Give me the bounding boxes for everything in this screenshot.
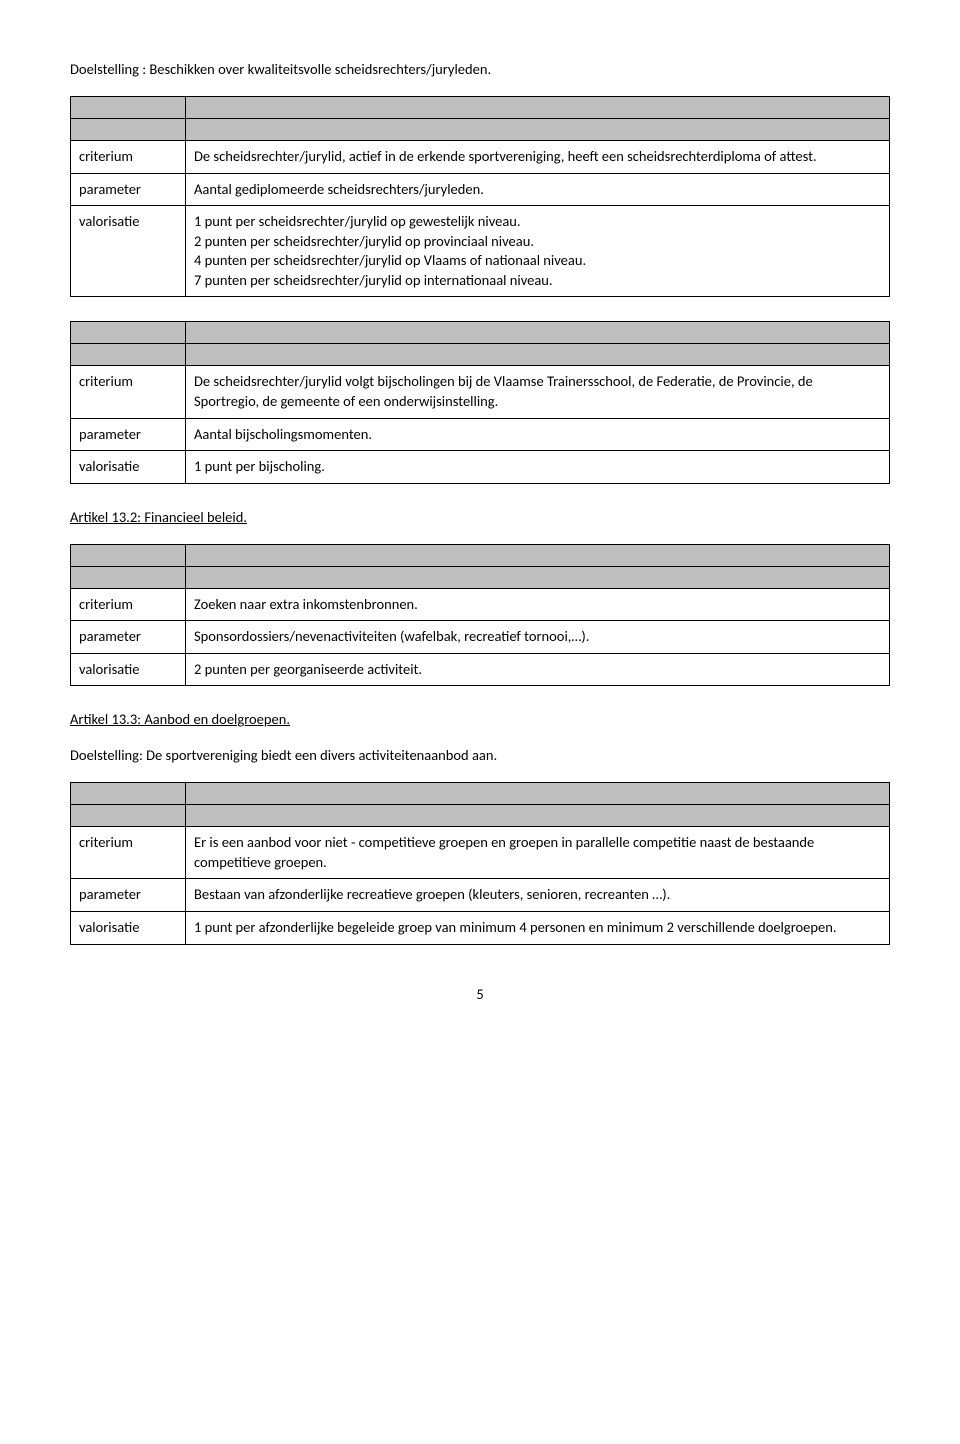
table-row: valorisatie 1 punt per bijscholing. bbox=[71, 451, 890, 484]
table-header-row bbox=[71, 805, 890, 827]
criterium-label: criterium bbox=[71, 588, 186, 621]
table-row: criterium Zoeken naar extra inkomstenbro… bbox=[71, 588, 890, 621]
criterium-label: criterium bbox=[71, 366, 186, 418]
parameter-label: parameter bbox=[71, 418, 186, 451]
valorisatie-line: 1 punt per scheidsrechter/jurylid op gew… bbox=[194, 212, 881, 232]
criteria-table-3: criterium Zoeken naar extra inkomstenbro… bbox=[70, 544, 890, 687]
table-header-row bbox=[71, 566, 890, 588]
valorisatie-text: 2 punten per georganiseerde activiteit. bbox=[186, 653, 890, 686]
criterium-label: criterium bbox=[71, 827, 186, 879]
table-row: valorisatie 1 punt per scheidsrechter/ju… bbox=[71, 206, 890, 297]
table-header-row bbox=[71, 783, 890, 805]
criteria-table-2: criterium De scheidsrechter/jurylid volg… bbox=[70, 321, 890, 483]
criterium-text: De scheidsrechter/jurylid, actief in de … bbox=[186, 141, 890, 174]
parameter-label: parameter bbox=[71, 173, 186, 206]
criterium-text: Er is een aanbod voor niet - competitiev… bbox=[186, 827, 890, 879]
doelstelling-heading-2: Doelstelling: De sportvereniging biedt e… bbox=[70, 746, 890, 764]
parameter-text: Sponsordossiers/nevenactiviteiten (wafel… bbox=[186, 621, 890, 654]
criterium-label: criterium bbox=[71, 141, 186, 174]
valorisatie-label: valorisatie bbox=[71, 912, 186, 945]
valorisatie-line: 2 punten per scheidsrechter/jurylid op p… bbox=[194, 232, 881, 252]
criterium-text: Zoeken naar extra inkomstenbronnen. bbox=[186, 588, 890, 621]
table-header-row bbox=[71, 344, 890, 366]
criteria-table-4: criterium Er is een aanbod voor niet - c… bbox=[70, 782, 890, 944]
criteria-table-1: criterium De scheidsrechter/jurylid, act… bbox=[70, 96, 890, 297]
valorisatie-text: 1 punt per afzonderlijke begeleide groep… bbox=[186, 912, 890, 945]
artikel-heading-13-3: Artikel 13.3: Aanbod en doelgroepen. bbox=[70, 710, 890, 728]
table-row: parameter Aantal gediplomeerde scheidsre… bbox=[71, 173, 890, 206]
valorisatie-label: valorisatie bbox=[71, 653, 186, 686]
valorisatie-line: 4 punten per scheidsrechter/jurylid op V… bbox=[194, 251, 881, 271]
doelstelling-heading-1: Doelstelling : Beschikken over kwaliteit… bbox=[70, 60, 890, 78]
valorisatie-text: 1 punt per scheidsrechter/jurylid op gew… bbox=[186, 206, 890, 297]
valorisatie-label: valorisatie bbox=[71, 206, 186, 297]
table-header-row bbox=[71, 544, 890, 566]
table-row: parameter Bestaan van afzonderlijke recr… bbox=[71, 879, 890, 912]
table-row: valorisatie 1 punt per afzonderlijke beg… bbox=[71, 912, 890, 945]
table-header-row bbox=[71, 97, 890, 119]
page-number: 5 bbox=[70, 985, 890, 1003]
parameter-label: parameter bbox=[71, 879, 186, 912]
parameter-text: Aantal gediplomeerde scheidsrechters/jur… bbox=[186, 173, 890, 206]
artikel-heading-13-2: Artikel 13.2: Financieel beleid. bbox=[70, 508, 890, 526]
table-row: criterium De scheidsrechter/jurylid volg… bbox=[71, 366, 890, 418]
table-row: parameter Aantal bijscholingsmomenten. bbox=[71, 418, 890, 451]
valorisatie-line: 7 punten per scheidsrechter/jurylid op i… bbox=[194, 271, 881, 291]
table-header-row bbox=[71, 119, 890, 141]
table-row: parameter Sponsordossiers/nevenactivitei… bbox=[71, 621, 890, 654]
table-header-row bbox=[71, 322, 890, 344]
table-row: criterium De scheidsrechter/jurylid, act… bbox=[71, 141, 890, 174]
table-row: valorisatie 2 punten per georganiseerde … bbox=[71, 653, 890, 686]
parameter-text: Aantal bijscholingsmomenten. bbox=[186, 418, 890, 451]
criterium-text: De scheidsrechter/jurylid volgt bijschol… bbox=[186, 366, 890, 418]
valorisatie-label: valorisatie bbox=[71, 451, 186, 484]
table-row: criterium Er is een aanbod voor niet - c… bbox=[71, 827, 890, 879]
valorisatie-text: 1 punt per bijscholing. bbox=[186, 451, 890, 484]
parameter-label: parameter bbox=[71, 621, 186, 654]
parameter-text: Bestaan van afzonderlijke recreatieve gr… bbox=[186, 879, 890, 912]
